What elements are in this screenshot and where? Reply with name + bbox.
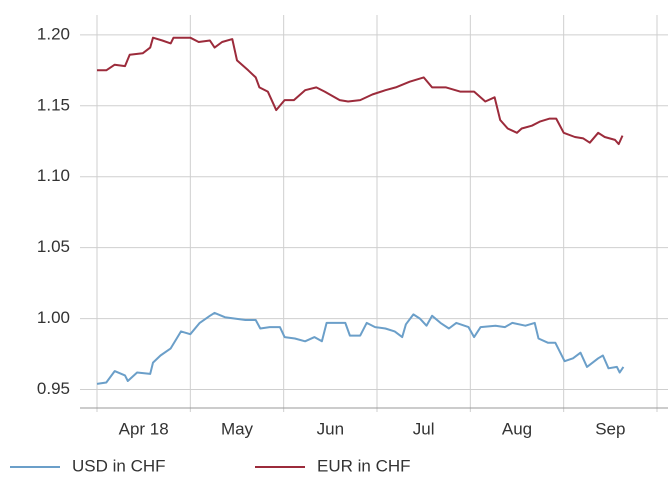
x-tick-label: Apr 18 [119,419,169,438]
legend-label: EUR in CHF [317,456,411,475]
legend-label: USD in CHF [72,456,166,475]
y-tick-label: 0.95 [37,379,70,398]
x-tick-label: May [221,419,254,438]
line [96,311,625,385]
y-tick-label: 1.00 [37,308,70,327]
x-tick-label: Sep [595,419,625,438]
line [97,36,624,146]
x-tick-label: Jun [317,419,344,438]
y-tick-label: 1.20 [37,24,70,43]
y-tick-label: 1.15 [37,95,70,114]
x-tick-label: Aug [502,419,532,438]
x-tick-label: Jul [413,419,435,438]
y-tick-label: 1.10 [37,166,70,185]
y-tick-label: 1.05 [37,237,70,256]
